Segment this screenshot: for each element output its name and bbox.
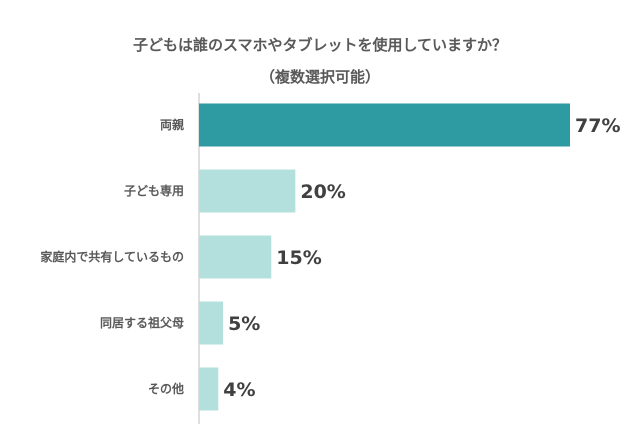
category-label-2: 子ども専用 bbox=[124, 183, 184, 198]
chart-title: 子どもは誰のスマホやタブレットを使用していますか？ bbox=[133, 36, 507, 54]
bar-2 bbox=[199, 169, 296, 213]
bars-group: 両親 77% 子ども専用 20% 家庭内で共有しているもの 15% 同居する祖父母 5% その他… bbox=[40, 103, 620, 411]
category-label-5: その他 bbox=[148, 381, 184, 396]
value-label-1: 77% bbox=[575, 115, 620, 137]
value-label-5: 4% bbox=[223, 379, 255, 401]
bar-5 bbox=[199, 367, 219, 411]
category-label-3: 家庭内で共有しているもの bbox=[40, 249, 184, 264]
value-label-2: 20% bbox=[300, 181, 345, 203]
bar-1 bbox=[199, 103, 570, 147]
value-label-3: 15% bbox=[276, 247, 321, 269]
category-label-4: 同居する祖父母 bbox=[100, 315, 184, 330]
bar-4 bbox=[199, 301, 224, 345]
value-label-4: 5% bbox=[228, 313, 260, 335]
category-label-1: 両親 bbox=[160, 117, 184, 132]
chart-subtitle: （複数選択可能） bbox=[260, 68, 380, 86]
bar-3 bbox=[199, 235, 272, 279]
